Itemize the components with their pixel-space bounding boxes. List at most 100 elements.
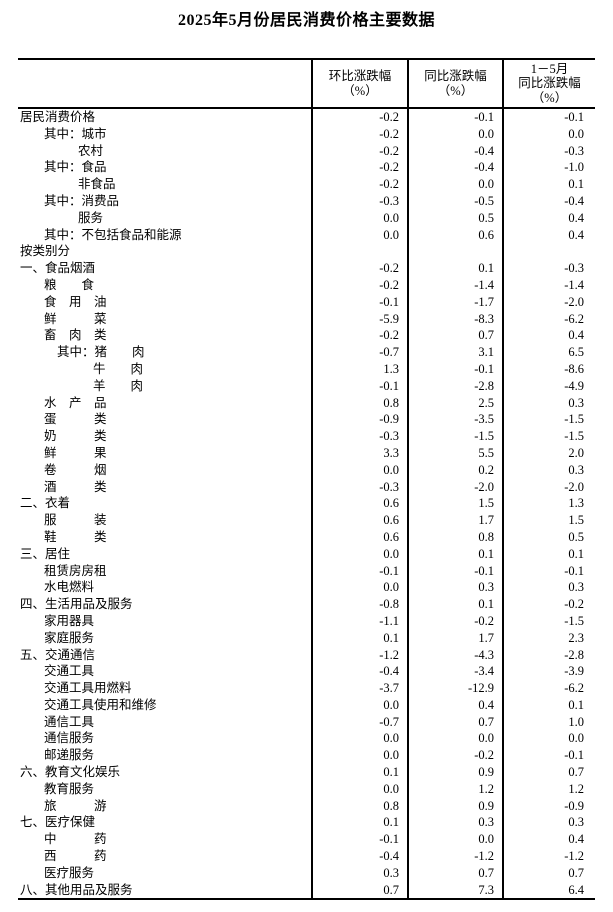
cell-ytd-value: -1.5: [502, 428, 595, 445]
cell-mom-value: -1.1: [311, 612, 408, 630]
cell-ytd-value: -2.0: [502, 293, 595, 311]
table-row: 奶 类 -0.3 -1.5 -1.5: [18, 428, 595, 445]
cell-yoy-value: -0.4: [407, 142, 503, 160]
cell-mom-value: -0.1: [311, 293, 408, 311]
cell-yoy-value: 0.7: [407, 864, 503, 882]
cell-ytd-value: -0.2: [502, 596, 595, 613]
table-row: 租赁房房租 -0.1 -0.1 -0.1: [18, 562, 595, 580]
cell-yoy-value: -0.2: [407, 612, 503, 630]
cell-ytd-value: 0.7: [502, 764, 595, 781]
cell-yoy-value: 0.1: [407, 545, 503, 563]
row-label: 七、医疗保健: [20, 815, 96, 830]
row-label: 八、其他用品及服务: [20, 882, 133, 897]
cell-mom-value: 0.0: [311, 545, 408, 563]
table-row: 其中：消费品 -0.3 -0.5 -0.4: [18, 192, 595, 210]
cell-ytd-value: -2.0: [502, 478, 595, 496]
cell-mom-value: 0.1: [311, 764, 408, 781]
cell-yoy-value: -0.4: [407, 159, 503, 177]
cell-ytd-value: -6.2: [502, 310, 595, 328]
table-row: 家用器具 -1.1 -0.2 -1.5: [18, 612, 595, 630]
cell-yoy-value: 0.0: [407, 730, 503, 748]
cell-mom-value: -5.9: [311, 310, 408, 328]
table-body: 居民消费价格 -0.2 -0.1 -0.1 其中：城市 -0.2 0.0 0.0 农村 -0.2-…: [18, 108, 595, 900]
cpi-table: 环比涨跌幅 （%） 同比涨跌幅 （%） 1－5月 同比涨跌幅 （%） 居民消费价…: [18, 58, 595, 901]
row-label: 一、食品烟酒: [20, 261, 96, 276]
row-label: 鞋 类: [44, 529, 107, 544]
header-yoy-line2: （%）: [437, 83, 474, 98]
cell-mom-value: 0.0: [311, 461, 408, 479]
row-label: 非食品: [78, 177, 116, 192]
row-label: 教育服务: [44, 781, 95, 796]
cell-ytd-value: -1.4: [502, 276, 595, 294]
cell-ytd-value: 0.1: [502, 545, 595, 563]
table-row: 其中：猪 肉 -0.7 3.1 6.5: [18, 344, 595, 361]
row-label: 其中：不包括食品和能源: [44, 227, 182, 242]
row-label: 畜 肉 类: [44, 328, 107, 343]
cell-yoy-value: -0.1: [407, 562, 503, 580]
table-row: 羊 肉 -0.1 -2.8 -4.9: [18, 377, 595, 395]
cell-ytd-value: 1.2: [502, 780, 595, 798]
row-label: 其中：消费品: [44, 193, 120, 208]
cell-yoy-value: -1.5: [407, 428, 503, 445]
cell-mom-value: -0.7: [311, 713, 408, 731]
cell-yoy-value: -8.3: [407, 310, 503, 328]
cell-mom-value: 0.0: [311, 696, 408, 714]
cell-mom-value: 3.3: [311, 444, 408, 462]
row-label: 酒 类: [44, 479, 107, 494]
table-row: 酒 类 -0.3 -2.0 -2.0: [18, 478, 595, 496]
row-label: 其中：猪 肉: [57, 345, 145, 360]
header-mom-line1: 环比涨跌幅: [328, 69, 392, 83]
cell-yoy-value: 0.7: [407, 327, 503, 345]
cell-ytd-value: 0.1: [502, 696, 595, 714]
cell-ytd-value: -0.1: [502, 108, 595, 126]
cell-mom-value: 0.8: [311, 797, 408, 815]
row-label: 交通工具使用和维修: [44, 697, 157, 712]
cell-mom-value: -0.2: [311, 159, 408, 177]
table-row: 旅 游 0.8 0.9 -0.9: [18, 797, 595, 815]
cell-mom-value: 0.6: [311, 528, 408, 546]
cell-ytd-value: -1.2: [502, 848, 595, 865]
cell-mom-value: 1.3: [311, 360, 408, 378]
table-row: 交通工具用燃料 -3.7 -12.9 -6.2: [18, 680, 595, 697]
cell-ytd-value: -3.9: [502, 663, 595, 681]
cell-yoy-value: 1.7: [407, 512, 503, 529]
cell-ytd-value: 0.3: [502, 461, 595, 479]
table-row: 其中：城市 -0.2 0.0 0.0: [18, 125, 595, 143]
row-label: 卷 烟: [44, 462, 107, 477]
table-row: 服 装 0.6 1.7 1.5: [18, 512, 595, 529]
row-label: 粮 食: [44, 277, 95, 292]
row-label: 农村: [78, 143, 104, 158]
cell-ytd-value: -0.4: [502, 192, 595, 210]
row-label: 食 用 油: [44, 294, 107, 309]
cell-mom-value: -0.4: [311, 848, 408, 865]
table-row: 通信服务 0.0 0.0 0.0: [18, 730, 595, 748]
row-label: 中 药: [44, 832, 107, 847]
table-row: 水电燃料 0.0 0.3 0.3: [18, 579, 595, 597]
cell-yoy-value: -2.8: [407, 377, 503, 395]
row-label: 通信工具: [44, 714, 95, 729]
cell-yoy-value: -3.5: [407, 411, 503, 429]
cell-ytd-value: -2.8: [502, 646, 595, 664]
row-label: 家庭服务: [44, 630, 95, 645]
header-ytd-line3: （%）: [531, 90, 568, 105]
row-label: 鲜 菜: [44, 311, 107, 326]
cell-ytd-value: [502, 243, 595, 261]
cell-yoy-value: -4.3: [407, 646, 503, 664]
row-label: 羊 肉: [93, 378, 144, 393]
row-label: 四、生活用品及服务: [20, 597, 133, 612]
table-row: 交通工具 -0.4 -3.4 -3.9: [18, 663, 595, 681]
cell-ytd-value: 0.4: [502, 327, 595, 345]
cell-ytd-value: -1.5: [502, 612, 595, 630]
header-ytd-line1: 1－5月: [530, 61, 569, 76]
cell-ytd-value: -0.1: [502, 562, 595, 580]
cell-mom-value: 0.0: [311, 209, 408, 227]
cell-yoy-value: 5.5: [407, 444, 503, 462]
row-label: 其中：城市: [44, 126, 107, 141]
cell-ytd-value: 0.5: [502, 528, 595, 546]
cell-yoy-value: 1.7: [407, 629, 503, 647]
header-mom-change: 环比涨跌幅 （%）: [311, 59, 408, 109]
cell-yoy-value: -1.7: [407, 293, 503, 311]
cell-yoy-value: -3.4: [407, 663, 503, 681]
row-label: 服 装: [44, 513, 107, 528]
cell-yoy-value: 0.8: [407, 528, 503, 546]
